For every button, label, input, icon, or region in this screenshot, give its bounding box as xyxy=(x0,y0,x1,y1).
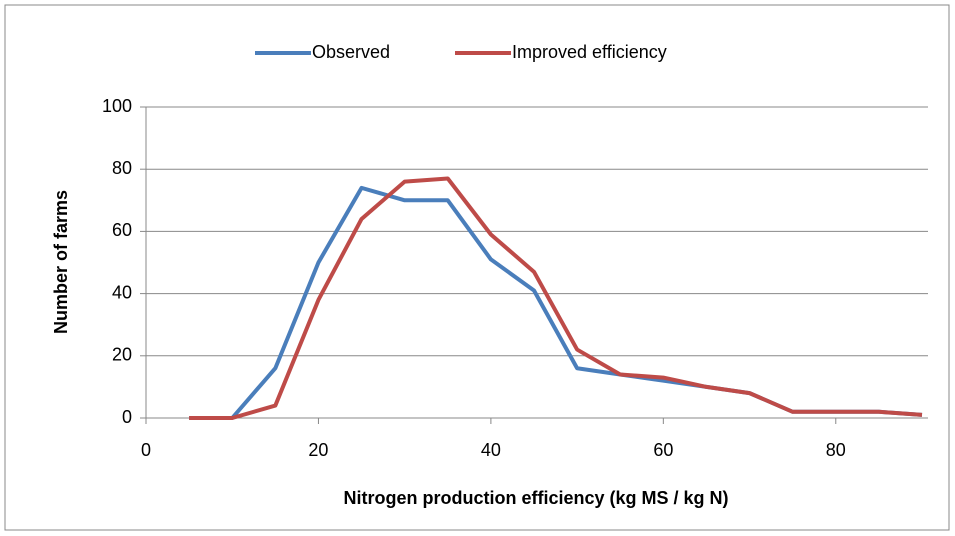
x-tick-label: 60 xyxy=(653,440,673,460)
x-tick-label: 0 xyxy=(141,440,151,460)
y-tick-label: 0 xyxy=(122,407,132,427)
x-axis-title: Nitrogen production efficiency (kg MS / … xyxy=(343,488,728,508)
y-tick-label: 20 xyxy=(112,345,132,365)
y-axis-title: Number of farms xyxy=(51,190,71,334)
y-tick-label: 100 xyxy=(102,96,132,116)
legend-label: Improved efficiency xyxy=(512,42,667,62)
data-line xyxy=(189,176,923,420)
y-tick-label: 80 xyxy=(112,158,132,178)
legend-label: Observed xyxy=(312,42,390,62)
chart-border xyxy=(4,4,950,531)
x-tick-label: 80 xyxy=(826,440,846,460)
x-tick-label: 20 xyxy=(308,440,328,460)
y-tick-label: 60 xyxy=(112,220,132,240)
x-tick-label: 40 xyxy=(481,440,501,460)
y-tick-label: 40 xyxy=(112,282,132,302)
